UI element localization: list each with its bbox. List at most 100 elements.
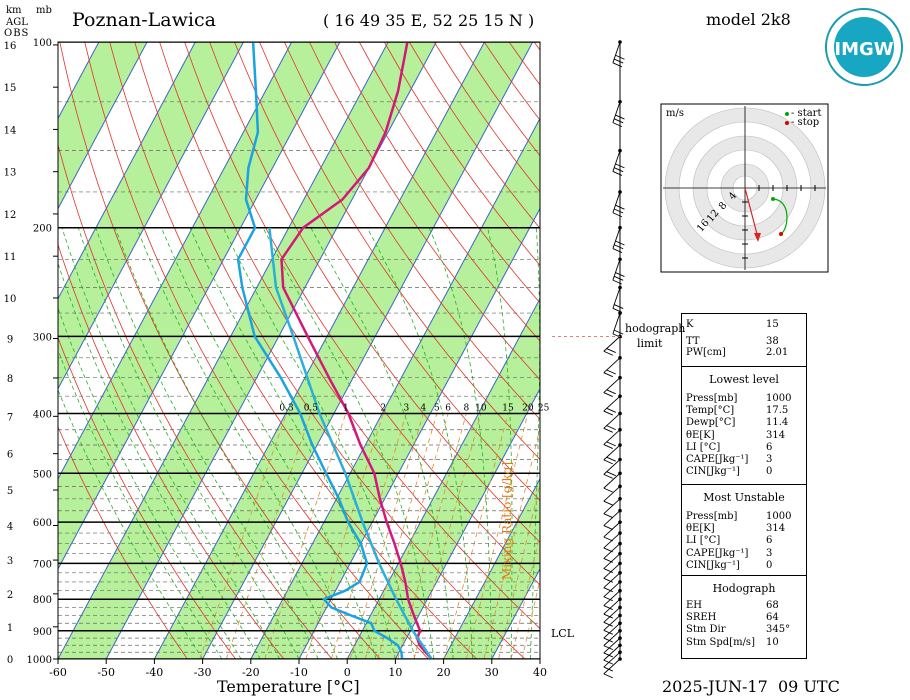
height-tick-label: 10	[4, 294, 17, 305]
index-value: 68	[766, 600, 779, 611]
pressure-tick-label: 500	[33, 469, 52, 480]
index-label: θE[K]	[686, 429, 715, 441]
wind-barb	[603, 532, 621, 549]
mixing-ratio-line	[397, 413, 467, 659]
wind-barb	[603, 395, 621, 412]
moist-adiabat	[58, 306, 242, 659]
index-value: 345°	[766, 624, 791, 636]
x-tick-label: -30	[194, 666, 212, 679]
mixing-ratio-line	[498, 482, 540, 659]
wind-barb	[603, 622, 621, 639]
isotherm-band	[154, 42, 533, 659]
isotherm-line	[443, 477, 540, 659]
barb-flag	[615, 204, 625, 210]
legend-stop-dot	[785, 121, 789, 125]
wind-barb	[603, 498, 621, 514]
wind-barb	[603, 486, 621, 502]
wind-barb	[603, 581, 621, 598]
dry-adiabat	[234, 42, 540, 501]
wind-barb	[603, 607, 621, 623]
barb-flag	[603, 525, 613, 530]
indices-lowest: Lowest level Press[mb] 1000 Temp[°C] 17.5 De…	[682, 367, 806, 485]
moist-adiabat	[77, 227, 300, 659]
isotherm-line	[0, 42, 2, 659]
mixing-ratio-label: 25	[538, 403, 550, 413]
barb-flag	[612, 279, 623, 285]
barb-flag	[613, 118, 624, 124]
hodograph-start-point	[771, 197, 775, 201]
barb-flag	[603, 596, 613, 602]
dry-adiabat	[109, 42, 477, 659]
model-name: model 2k8	[706, 10, 791, 29]
x-tick-label: -60	[49, 666, 67, 679]
mixing-ratio-line	[264, 413, 347, 659]
wind-barb	[603, 336, 621, 352]
barb-flag	[615, 163, 625, 169]
barb-flag	[612, 122, 623, 128]
mixing-ratio-line	[377, 413, 449, 659]
mixing-ratio-label: 8	[464, 403, 470, 413]
barb-flag	[603, 621, 613, 627]
wind-barb	[603, 377, 621, 393]
barb-flag	[606, 407, 616, 413]
barb-flag	[603, 577, 613, 583]
barb-flag	[615, 54, 625, 60]
height-tick-label: 13	[4, 168, 17, 179]
legend-start-dot	[785, 112, 789, 116]
pressure-tick-label: 300	[33, 332, 52, 343]
mixing-ratio-axis-label: Mixing Ratio [g/kg]	[500, 461, 514, 580]
index-value: 0	[766, 559, 773, 571]
mixing-ratio-label: 15	[502, 403, 514, 413]
x-tick-label: -10	[290, 666, 308, 679]
lcl-label: LCL	[551, 627, 575, 640]
station-coords: ( 16 49 35 E, 52 25 15 N )	[323, 11, 535, 30]
barb-flag	[613, 329, 624, 335]
wind-barb	[603, 637, 621, 654]
wind-barbs	[552, 40, 625, 679]
mixing-ratio-label: 4	[421, 403, 427, 413]
height-tick-label: 15	[4, 83, 17, 94]
barb-flag	[613, 208, 624, 214]
index-label: Temp[°C]	[686, 405, 735, 417]
height-tick-label: 14	[4, 125, 17, 136]
height-tick-label: 1	[7, 623, 13, 634]
wind-barb	[603, 553, 621, 569]
index-label: EH	[686, 600, 703, 611]
index-value: 10	[766, 636, 779, 648]
barb-flag	[612, 248, 623, 253]
barb-flag	[603, 444, 613, 449]
isotherm-line	[58, 42, 244, 390]
mixing-ratio-label: 3	[404, 403, 410, 413]
index-label: Press[mb]	[686, 511, 738, 522]
pressure-tick-label: 1000	[27, 655, 52, 666]
height-tick-label: 0	[7, 655, 13, 666]
station-title: Poznan-Lawica	[72, 9, 216, 31]
temperature-profile	[280, 42, 433, 659]
moist-adiabat	[428, 227, 493, 659]
height-tick-label: 12	[4, 210, 17, 221]
barb-flag	[603, 637, 613, 643]
index-value: 3	[766, 454, 773, 465]
barb-flag	[603, 513, 613, 519]
moist-adiabat	[58, 348, 223, 659]
mixing-ratio-label: 2	[380, 403, 386, 413]
pressure-tick-label: 900	[33, 627, 52, 638]
barb-flag	[606, 369, 616, 375]
barb-flag	[615, 114, 625, 120]
index-value: 314	[766, 429, 786, 441]
km-unit: km	[6, 5, 22, 16]
barb-flag	[612, 212, 623, 218]
hodograph-stop-point	[779, 232, 783, 236]
wind-barb	[603, 563, 621, 579]
hodograph-legend-start: - start	[791, 108, 822, 119]
index-value: 0	[766, 466, 773, 478]
wind-barb	[603, 598, 621, 615]
barb-flag	[603, 500, 613, 506]
index-label: CIN[Jkg⁻¹]	[686, 466, 740, 478]
imgw-logo: IMGW	[825, 8, 903, 86]
section-title: Lowest level	[709, 373, 779, 386]
mixing-ratio-label: 5	[434, 403, 440, 413]
plot-area	[0, 42, 540, 659]
barb-flag	[603, 427, 613, 433]
